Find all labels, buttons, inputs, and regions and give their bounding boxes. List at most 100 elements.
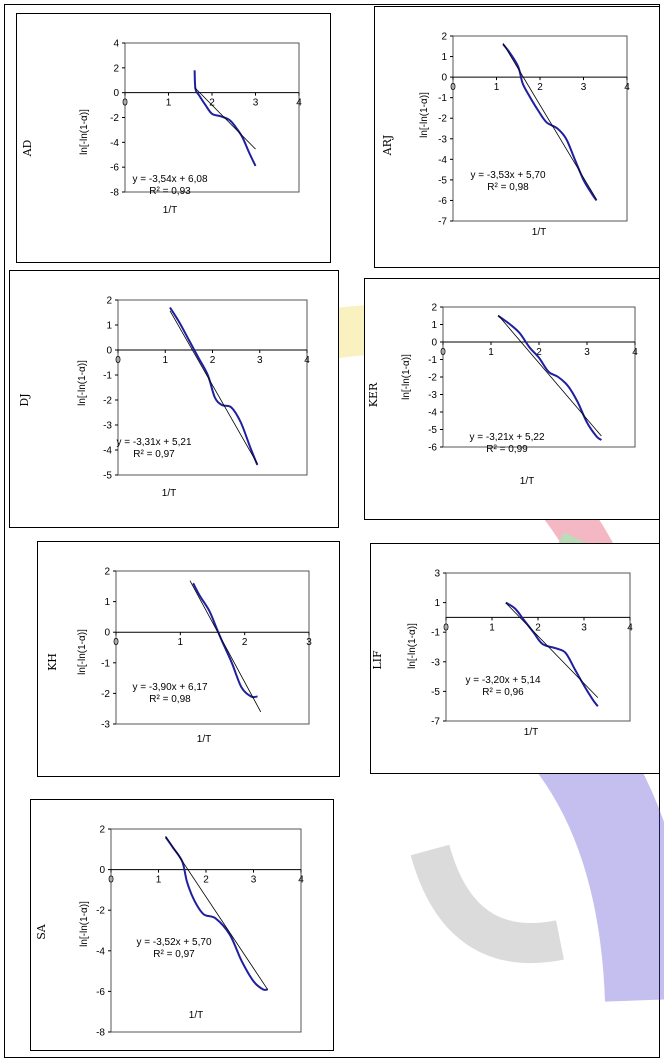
x-tick-label: 1 (494, 82, 500, 93)
y-tick-label: -1 (103, 371, 112, 382)
y-tick-label: -3 (103, 421, 112, 432)
x-axis-title: 1/T (197, 734, 211, 745)
trend-line (502, 43, 597, 200)
chart-panel-sa: 2 0 -2 -4 -6 -8 0 1 2 3 4 y = -3,52x + 5,70 R² = 0,9… (30, 799, 334, 1051)
chart-panel-lif: 3 1 -1 -3 -5 -7 0 1 2 3 4 y = -3,20x + 5,14 R² = 0,9… (370, 543, 660, 774)
sample-label: KER (367, 382, 380, 407)
x-tick-label: 3 (581, 622, 587, 633)
y-tick-label: -5 (103, 471, 112, 482)
data-curve (505, 601, 599, 707)
x-tick-label: 1 (156, 875, 162, 886)
x-tick-label: 2 (535, 622, 541, 633)
x-axis-title: 1/T (520, 476, 534, 487)
y-axis-title: ln[-ln(1-α)] (407, 623, 418, 669)
y-tick-label: -5 (431, 687, 440, 698)
r-squared-label: R² = 0,99 (486, 444, 528, 455)
x-tick-label: 4 (296, 98, 302, 109)
y-tick-label: -2 (101, 689, 110, 700)
r-squared-label: R² = 0,96 (482, 687, 524, 698)
x-tick-label: 0 (440, 347, 446, 358)
y-tick-label: -2 (96, 906, 105, 917)
y-tick-label: -7 (431, 717, 440, 728)
x-tick-label: 3 (253, 98, 259, 109)
sample-label: LIF (371, 650, 384, 670)
chart-panel-ker: 2 1 0 -1 -2 -3 -4 -5 -6 0 1 2 3 4 y = -3,21x + 5,22 R² … (364, 278, 660, 520)
x-tick-label: 4 (632, 347, 638, 358)
sample-label: SA (35, 923, 48, 940)
x-tick-label: 2 (209, 98, 215, 109)
regression-equation: y = -3,31x + 5,21 (116, 437, 191, 448)
plot-area (117, 299, 308, 476)
x-tick-label: 3 (584, 347, 590, 358)
y-tick-label: -2 (110, 113, 119, 124)
data-curve (169, 306, 259, 466)
y-tick-label: 0 (106, 346, 112, 357)
x-tick-label: 0 (108, 875, 114, 886)
y-axis-title: ln[-ln(1-α)] (77, 629, 88, 675)
plot-area (452, 35, 628, 222)
y-tick-label: 2 (113, 63, 119, 74)
x-tick-label: 1 (178, 637, 184, 648)
y-tick-label: 1 (431, 320, 437, 331)
y-axis-title: ln[-ln(1-α)] (401, 354, 412, 400)
trend-line (165, 835, 269, 990)
y-tick-label: 1 (441, 52, 447, 63)
trend-line (194, 87, 256, 150)
y-tick-label: -6 (110, 163, 119, 174)
y-tick-label: -3 (431, 657, 440, 668)
r-squared-label: R² = 0,98 (487, 182, 529, 193)
chart-panel-ad: 4 2 0 -2 -4 -6 -8 0 1 2 3 4 y = -3,54x + 6,08 R² = 0,… (16, 13, 331, 263)
plot-area (115, 570, 310, 725)
figure-frame (4, 4, 660, 1058)
sample-label: KH (46, 653, 59, 671)
x-tick-label: 1 (488, 347, 494, 358)
x-axis-title: 1/T (532, 227, 546, 238)
plot-area (110, 828, 302, 1033)
y-tick-label: 0 (99, 865, 105, 876)
sample-label: AD (21, 139, 34, 157)
y-tick-label: -2 (428, 373, 437, 384)
y-tick-label: -1 (101, 658, 110, 669)
y-tick-label: 4 (113, 39, 119, 50)
y-tick-label: -4 (110, 138, 119, 149)
chart-panel-arj: 2 1 0 -1 -2 -3 -4 -5 -6 -7 0 1 2 3 4 y = -3,53x + 5,70 R… (374, 6, 660, 268)
x-tick-label: 4 (298, 875, 304, 886)
x-tick-label: 2 (242, 637, 248, 648)
y-tick-label: -4 (428, 408, 437, 419)
y-tick-label: 2 (99, 825, 105, 836)
x-tick-label: 2 (537, 82, 543, 93)
x-tick-label: 0 (115, 355, 121, 366)
plot-area (124, 42, 300, 193)
y-axis-title: ln[-ln(1-α)] (77, 360, 88, 406)
y-tick-label: 1 (434, 598, 440, 609)
data-curve (502, 43, 598, 202)
x-tick-label: 2 (210, 355, 216, 366)
x-axis-title: 1/T (524, 727, 538, 738)
regression-equation: y = -3,52x + 5,70 (136, 937, 211, 948)
chart-panel-dj: 2 1 0 -1 -2 -3 -4 -5 0 1 2 3 4 y = -3,31x + 5,21 R² = … (9, 270, 339, 528)
y-tick-label: 0 (431, 338, 437, 349)
x-tick-label: 3 (581, 82, 587, 93)
y-tick-label: 2 (431, 303, 437, 314)
trend-line (505, 602, 599, 698)
plot-area (442, 306, 636, 448)
data-curve (192, 582, 258, 699)
x-tick-label: 3 (306, 637, 312, 648)
x-tick-label: 2 (203, 875, 209, 886)
x-axis-title: 1/T (189, 1010, 203, 1021)
y-tick-label: -1 (438, 93, 447, 104)
y-axis-title: ln[-ln(1-α)] (79, 109, 90, 155)
y-tick-label: 2 (104, 567, 110, 578)
sample-label: DJ (18, 393, 31, 406)
y-tick-label: -2 (103, 396, 112, 407)
y-tick-label: -6 (96, 987, 105, 998)
y-tick-label: 1 (106, 321, 112, 332)
y-axis-title: ln[-ln(1-α)] (79, 901, 90, 947)
x-tick-label: 3 (251, 875, 257, 886)
x-tick-label: 1 (489, 622, 495, 633)
